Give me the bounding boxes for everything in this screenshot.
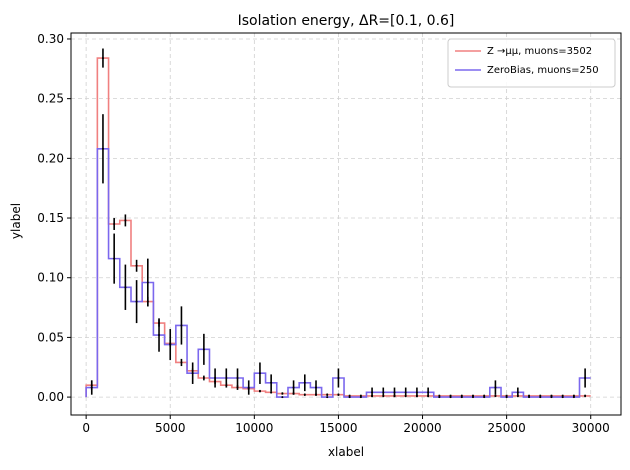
x-tick-label: 30000 — [572, 421, 610, 435]
data-point — [180, 361, 183, 364]
plot-frame — [70, 32, 622, 416]
data-point — [135, 300, 138, 303]
data-point — [337, 376, 340, 379]
data-point — [371, 391, 374, 394]
data-point — [225, 376, 228, 379]
y-axis: 0.00 0.05 0.10 0.15 0.20 0.25 0.30 — [37, 32, 71, 404]
chart-title: Isolation energy, ΔR=[0.1, 0.6] — [238, 13, 455, 29]
data-point — [438, 396, 441, 399]
data-point — [528, 396, 531, 399]
data-point — [348, 396, 351, 399]
data-point — [539, 396, 542, 399]
data-point — [135, 264, 138, 267]
data-point — [326, 393, 329, 396]
data-point — [270, 381, 273, 384]
x-axis-label: xlabel — [328, 445, 364, 459]
legend-box — [447, 38, 616, 88]
data-point — [326, 396, 329, 399]
data-point — [315, 386, 318, 389]
x-tick-label: 15000 — [319, 421, 357, 435]
series-group — [85, 57, 591, 398]
data-point — [494, 394, 497, 397]
data-point — [393, 391, 396, 394]
data-point — [191, 372, 194, 375]
x-tick-label: 0 — [82, 421, 90, 435]
data-point — [404, 391, 407, 394]
data-point — [471, 396, 474, 399]
x-tick-label: 25000 — [488, 421, 526, 435]
data-point — [90, 386, 93, 389]
x-tick-label: 20000 — [403, 421, 441, 435]
data-point — [180, 324, 183, 327]
data-point — [584, 394, 587, 397]
data-point — [550, 396, 553, 399]
data-point — [258, 372, 261, 375]
legend: Z →μμ, muons=3502 ZeroBias, muons=250 — [447, 38, 616, 88]
data-point — [202, 348, 205, 351]
data-point — [337, 393, 340, 396]
data-point — [270, 391, 273, 394]
data-point — [247, 386, 250, 389]
y-tick-label: 0.00 — [37, 390, 64, 404]
x-tick-label: 10000 — [235, 421, 273, 435]
data-point — [292, 386, 295, 389]
y-tick-label: 0.30 — [37, 32, 64, 46]
y-tick-label: 0.10 — [37, 271, 64, 285]
data-point — [382, 391, 385, 394]
data-point — [303, 393, 306, 396]
y-tick-label: 0.15 — [37, 211, 64, 225]
y-tick-label: 0.20 — [37, 151, 64, 165]
legend-label-zerobias: ZeroBias, muons=250 — [487, 65, 599, 76]
data-point — [584, 376, 587, 379]
data-point — [505, 396, 508, 399]
data-point — [281, 392, 284, 395]
data-point — [214, 376, 217, 379]
data-point — [113, 257, 116, 260]
data-point — [158, 334, 161, 337]
data-point — [258, 390, 261, 393]
data-point — [169, 343, 172, 346]
data-point — [460, 396, 463, 399]
data-point — [202, 376, 205, 379]
y-tick-label: 0.25 — [37, 92, 64, 106]
y-tick-label: 0.05 — [37, 330, 64, 344]
data-point — [415, 391, 418, 394]
data-point — [236, 376, 239, 379]
data-point — [359, 396, 362, 399]
data-point — [494, 386, 497, 389]
data-point — [101, 57, 104, 60]
grid — [71, 33, 621, 415]
data-point — [124, 286, 127, 289]
data-point — [101, 147, 104, 150]
x-axis: 0 5000 10000 15000 20000 25000 30000 — [82, 415, 610, 435]
data-point — [427, 391, 430, 394]
data-point — [516, 391, 519, 394]
data-point — [449, 396, 452, 399]
data-point — [303, 381, 306, 384]
data-point — [483, 396, 486, 399]
legend-label-z: Z →μμ, muons=3502 — [487, 46, 592, 57]
x-tick-label: 5000 — [155, 421, 186, 435]
data-point — [561, 396, 564, 399]
y-axis-label: ylabel — [9, 203, 23, 239]
data-point — [572, 396, 575, 399]
data-point — [146, 281, 149, 284]
series-line-1 — [85, 147, 591, 398]
data-point — [124, 219, 127, 222]
data-point — [281, 396, 284, 399]
error-bar-group — [90, 48, 587, 399]
data-point — [113, 223, 116, 225]
